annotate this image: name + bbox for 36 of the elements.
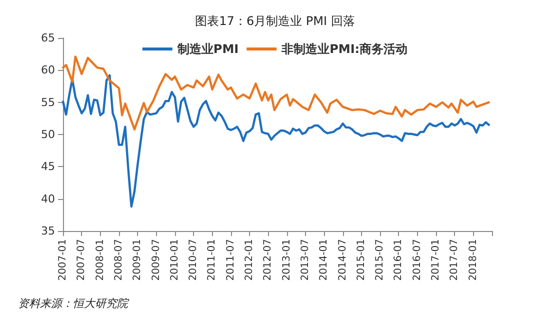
chart-title: 图表17：6月制造业 PMI 回落 <box>195 14 355 28</box>
line-series <box>62 74 490 208</box>
x-tick-label: 2010-01 <box>169 239 180 281</box>
y-tick-label: 60 <box>41 64 55 77</box>
x-tick-label: 2008-01 <box>94 239 106 281</box>
x-tick-label: 2015-01 <box>356 239 367 281</box>
x-tick-label: 2007-07 <box>76 239 88 281</box>
y-tick-label: 50 <box>41 128 55 141</box>
x-tick-label: 2010-07 <box>188 239 200 281</box>
x-tick-label: 2018-01 <box>468 239 479 281</box>
x-tick-label: 2009-01 <box>132 239 144 281</box>
line-series <box>62 56 490 130</box>
y-tick-label: 55 <box>41 96 55 109</box>
x-tick-label: 2015-07 <box>374 239 386 281</box>
x-tick-label: 2008-07 <box>113 239 124 281</box>
x-tick-label: 2016-07 <box>412 239 423 281</box>
y-tick-label: 40 <box>41 192 55 206</box>
y-tick-label: 35 <box>41 224 55 238</box>
legend-label: 非制造业PMI:商务活动 <box>280 42 408 56</box>
text: 资料来源：恒大研究院 <box>18 297 130 310</box>
x-tick-label: 2014-01 <box>318 239 330 281</box>
legend-label: 制造业PMI <box>176 42 239 56</box>
x-tick-label: 2017-01 <box>430 239 442 281</box>
x-tick-label: 2013-01 <box>281 239 292 281</box>
x-tick-label: 2016-01 <box>393 239 404 281</box>
y-tick-label: 45 <box>41 160 55 174</box>
x-tick-label: 2011-07 <box>225 239 236 281</box>
x-tick-label: 2017-07 <box>449 239 460 281</box>
x-tick-label: 2012-07 <box>262 239 274 281</box>
x-tick-label: 2014-07 <box>337 239 348 281</box>
x-tick-label: 2007-01 <box>58 239 68 281</box>
x-tick-label: 2013-07 <box>300 239 311 281</box>
x-tick-label: 2009-07 <box>150 239 162 281</box>
x-tick-label: 2011-01 <box>206 239 218 281</box>
y-tick-label: 65 <box>41 32 55 44</box>
x-tick-label: 2012-01 <box>244 239 256 281</box>
